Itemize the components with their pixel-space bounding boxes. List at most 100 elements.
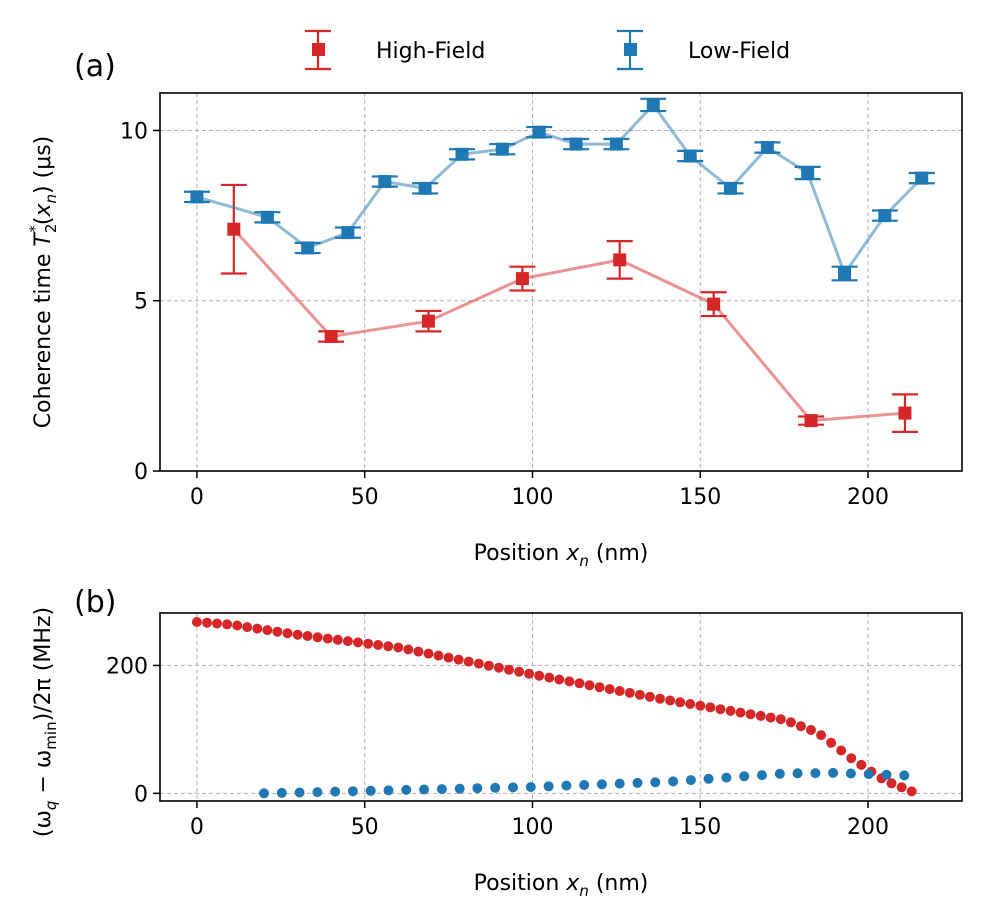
panel-a-xtick-label: 150 bbox=[679, 485, 721, 510]
scatter-point-high-field bbox=[886, 778, 897, 789]
scatter-point-high-field bbox=[403, 644, 414, 655]
scatter-point-high-field bbox=[826, 737, 837, 748]
scatter-point-high-field bbox=[725, 705, 736, 716]
scatter-point-high-field bbox=[735, 707, 746, 718]
scatter-point-high-field bbox=[332, 634, 343, 645]
data-point-high-field bbox=[324, 329, 338, 343]
scatter-point-high-field bbox=[514, 666, 525, 677]
scatter-point-high-field bbox=[202, 617, 212, 628]
data-point-low-field bbox=[838, 266, 852, 280]
scatter-point-high-field bbox=[453, 654, 464, 665]
scatter-point-high-field bbox=[393, 642, 404, 653]
scatter-point-high-field bbox=[292, 629, 303, 640]
scatter-point-high-field bbox=[715, 704, 726, 715]
legend-marker-high-field bbox=[305, 29, 331, 71]
scatter-point-low-field bbox=[685, 775, 696, 786]
scatter-point-high-field bbox=[383, 641, 394, 652]
scatter-point-high-field bbox=[564, 676, 575, 687]
scatter-point-low-field bbox=[757, 770, 767, 781]
data-point-low-field bbox=[569, 137, 583, 151]
scatter-point-low-field bbox=[739, 771, 750, 782]
scatter-point-high-field bbox=[222, 619, 233, 630]
panel-a-axes-frame bbox=[159, 92, 963, 472]
data-point-low-field bbox=[683, 149, 697, 163]
scatter-point-high-field bbox=[232, 620, 243, 631]
panel-a-ytick-label: 10 bbox=[120, 119, 148, 144]
scatter-point-high-field bbox=[483, 660, 494, 671]
scatter-point-high-field bbox=[785, 717, 796, 728]
scatter-point-high-field bbox=[262, 625, 273, 636]
panel-b-grid bbox=[160, 613, 962, 801]
scatter-point-high-field bbox=[312, 632, 323, 643]
scatter-point-low-field bbox=[632, 777, 643, 788]
data-point-high-field bbox=[898, 406, 912, 420]
panel-a-ytick-label: 0 bbox=[134, 460, 148, 485]
panel-b-label: (b) bbox=[74, 585, 116, 620]
scatter-point-high-field bbox=[755, 710, 766, 721]
scatter-point-high-field bbox=[353, 637, 363, 648]
scatter-point-low-field bbox=[792, 768, 803, 779]
scatter-point-high-field bbox=[806, 725, 816, 735]
scatter-point-low-field bbox=[419, 784, 430, 795]
data-point-high-field bbox=[515, 272, 529, 286]
scatter-point-low-field bbox=[347, 786, 358, 797]
panel-b-axes-frame bbox=[159, 612, 963, 802]
scatter-point-low-field bbox=[863, 769, 874, 780]
scatter-point-high-field bbox=[705, 702, 716, 713]
data-point-low-field bbox=[260, 210, 274, 224]
scatter-point-high-field bbox=[413, 646, 424, 657]
scatter-point-high-field bbox=[282, 628, 293, 639]
scatter-point-high-field bbox=[685, 699, 696, 709]
scatter-point-high-field bbox=[614, 686, 625, 696]
scatter-point-high-field bbox=[534, 670, 545, 681]
legend-label-high-field: High-Field bbox=[376, 39, 485, 64]
scatter-point-high-field bbox=[493, 662, 504, 673]
scatter-point-high-field bbox=[504, 664, 514, 675]
scatter-point-high-field bbox=[423, 648, 434, 659]
scatter-point-high-field bbox=[252, 623, 263, 634]
scatter-point-high-field bbox=[795, 721, 806, 732]
scatter-point-high-field bbox=[816, 730, 827, 741]
data-point-high-field bbox=[707, 297, 721, 311]
scatter-point-high-field bbox=[675, 697, 686, 708]
data-point-low-field bbox=[646, 98, 660, 112]
data-point-low-field bbox=[378, 175, 392, 189]
scatter-point-low-field bbox=[845, 768, 856, 779]
data-point-low-field bbox=[915, 171, 929, 185]
scatter-point-low-field bbox=[614, 778, 625, 789]
scatter-point-high-field bbox=[695, 700, 706, 711]
data-point-low-field bbox=[532, 125, 546, 139]
scatter-point-high-field bbox=[594, 682, 605, 693]
scatter-point-low-field bbox=[650, 777, 661, 788]
scatter-point-low-field bbox=[365, 785, 376, 796]
panel-a-label: (a) bbox=[74, 49, 116, 84]
panel-b-ticks: 0 50 100 150 200 0 200 bbox=[106, 654, 889, 840]
scatter-point-low-field bbox=[561, 780, 572, 791]
scatter-point-low-field bbox=[401, 784, 412, 795]
scatter-point-high-field bbox=[846, 753, 857, 764]
scatter-point-high-field bbox=[896, 782, 907, 793]
panel-a-xtick-label: 0 bbox=[190, 485, 204, 510]
scatter-point-high-field bbox=[473, 658, 484, 669]
scatter-point-high-field bbox=[363, 638, 374, 649]
scatter-point-high-field bbox=[906, 786, 917, 797]
scatter-point-high-field bbox=[775, 714, 786, 725]
panel-a-ticks: 0 50 100 150 200 0 5 10 bbox=[120, 119, 889, 510]
data-point-low-field bbox=[341, 226, 355, 240]
scatter-point-high-field bbox=[212, 618, 222, 629]
legend: High-Field Low-Field bbox=[305, 29, 790, 71]
panel-b-xlabel: Position xn (nm) bbox=[474, 871, 649, 900]
scatter-point-high-field bbox=[836, 745, 847, 756]
series-line-high-field bbox=[232, 228, 906, 423]
data-point-low-field bbox=[301, 241, 315, 255]
legend-label-low-field: Low-Field bbox=[688, 39, 790, 64]
scatter-point-high-field bbox=[574, 678, 585, 689]
scatter-point-high-field bbox=[554, 674, 565, 685]
panel-b-ytick-label: 0 bbox=[134, 782, 148, 807]
panel-b-ytick-label: 200 bbox=[106, 654, 148, 679]
scatter-point-low-field bbox=[454, 783, 465, 794]
scatter-point-high-field bbox=[584, 680, 595, 691]
scatter-point-high-field bbox=[242, 622, 253, 633]
scatter-point-high-field bbox=[524, 668, 535, 679]
